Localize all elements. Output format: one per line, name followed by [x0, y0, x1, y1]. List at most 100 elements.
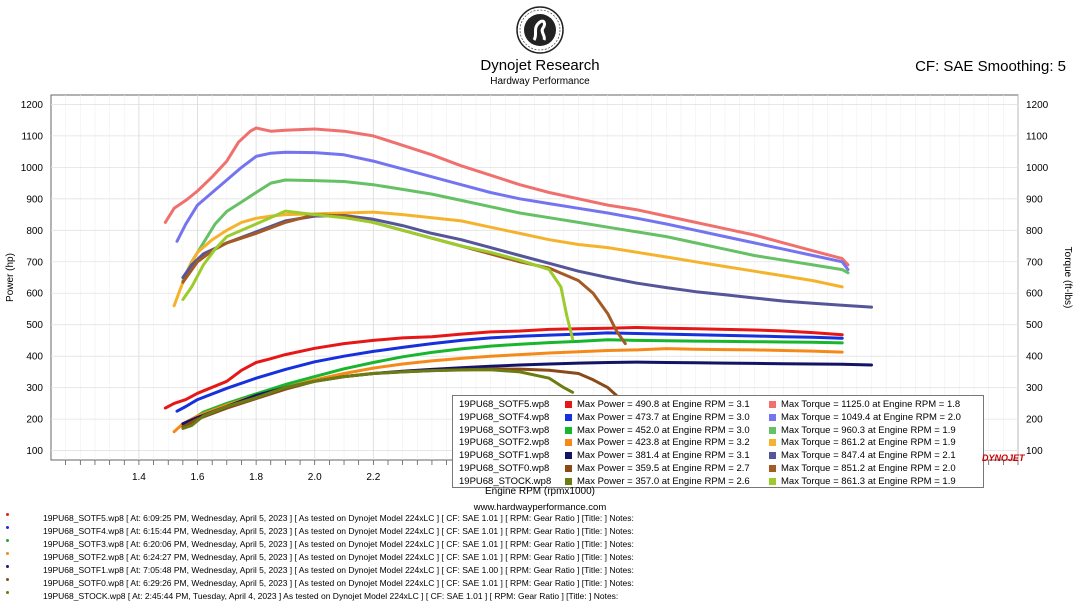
y-axis-label-right: Torque (ft-lbs): [1062, 247, 1073, 309]
y-tick-label-right: 600: [1026, 289, 1043, 300]
y-tick-label-left: 700: [26, 257, 43, 268]
legend-max-power: Max Power = 452.0 at Engine RPM = 3.0: [577, 424, 750, 436]
x-tick-label: 1.6: [191, 472, 205, 483]
x-axis-label: Engine RPM (rpmx1000): [484, 486, 596, 497]
y-tick-label-left: 500: [26, 320, 43, 331]
legend-series-name: 19PU68_SOTF1.wp8: [459, 450, 550, 462]
run-note-color-dot: [6, 526, 9, 529]
x-tick-label: 1.8: [249, 472, 263, 483]
y-tick-label-right: 1200: [1026, 100, 1049, 111]
run-note-text: 19PU68_SOTF4.wp8 [ At: 6:15:44 PM, Wedne…: [43, 526, 634, 536]
legend-power-swatch: [565, 401, 572, 408]
legend-power-swatch: [565, 477, 572, 485]
y-tick-label-right: 800: [1026, 226, 1043, 237]
y-tick-label-right: 1000: [1026, 163, 1049, 174]
legend-series-name: 19PU68_SOTF3.wp8: [459, 424, 550, 436]
x-tick-label: 2.2: [366, 472, 380, 483]
run-note-text: 19PU68_SOTF3.wp8 [ At: 6:20:06 PM, Wedne…: [43, 539, 634, 549]
legend-torque-swatch: [769, 426, 776, 434]
legend-torque-swatch: [769, 452, 776, 460]
cf-smoothing-info: CF: SAE Smoothing: 5: [915, 58, 1066, 75]
y-tick-label-left: 800: [26, 226, 43, 237]
run-note-text: 19PU68_STOCK.wp8 [ At: 2:45:44 PM, Tuesd…: [43, 591, 619, 601]
legend-power-swatch: [565, 465, 572, 472]
run-note-color-dot: [6, 552, 9, 555]
legend-row: 19PU68_SOTF4.wp8 Max Power = 473.7 at Eng…: [453, 411, 983, 424]
y-axis-label-left: Power (hp): [5, 253, 16, 302]
legend-torque-swatch: [769, 439, 776, 447]
legend-row: 19PU68_SOTF5.wp8 Max Power = 490.8 at Eng…: [453, 398, 983, 411]
legend-max-torque: Max Torque = 1125.0 at Engine RPM = 1.8: [781, 399, 961, 410]
x-tick-label: 1.4: [132, 472, 146, 483]
legend-max-torque: Max Torque = 861.2 at Engine RPM = 1.9: [781, 437, 956, 449]
run-note-text: 19PU68_SOTF0.wp8 [ At: 6:29:26 PM, Wedne…: [43, 578, 634, 588]
dynojet-brand-mark: DYNOJET: [982, 453, 1025, 463]
y-tick-label-left: 300: [26, 383, 43, 394]
torque-line-6: [181, 209, 575, 341]
legend-row: 19PU68_SOTF2.wp8 Max Power = 423.8 at Eng…: [453, 436, 983, 449]
legend-power-swatch: [565, 439, 572, 447]
y-tick-label-right: 700: [1026, 257, 1043, 268]
legend-row: 19PU68_SOTF0.wp8 Max Power = 359.5 at Eng…: [453, 462, 983, 475]
y-tick-label-left: 100: [26, 446, 43, 457]
legend-torque-swatch: [769, 401, 776, 408]
y-tick-label-left: 600: [26, 289, 43, 300]
power-line-6: [181, 368, 575, 430]
chart-title: Dynojet Research: [480, 57, 600, 74]
run-note-color-dot: [6, 565, 9, 568]
legend-row: 19PU68_SOTF1.wp8 Max Power = 381.4 at Eng…: [453, 449, 983, 462]
legend-max-power: Max Power = 473.7 at Engine RPM = 3.0: [577, 411, 750, 423]
run-note-color-dot: [6, 513, 9, 516]
y-tick-label-left: 1000: [21, 163, 44, 174]
power-line-0: [163, 326, 844, 410]
legend-series-name: 19PU68_STOCK.wp8: [459, 475, 552, 487]
legend-row: 19PU68_STOCK.wp8 Max Power = 357.0 at Eng…: [453, 475, 983, 488]
torque-line-0: [163, 126, 850, 267]
legend-max-torque: Max Torque = 1049.4 at Engine RPM = 2.0: [781, 411, 961, 423]
y-tick-label-right: 1100: [1026, 131, 1048, 142]
run-note-color-dot: [6, 539, 9, 542]
legend-power-swatch: [565, 413, 572, 421]
y-tick-label-right: 100: [1026, 446, 1043, 457]
run-note-text: 19PU68_SOTF2.wp8 [ At: 6:24:27 PM, Wedne…: [43, 552, 634, 562]
y-tick-label-right: 900: [1026, 194, 1043, 205]
y-tick-label-left: 200: [26, 415, 43, 426]
legend-series-name: 19PU68_SOTF0.wp8: [459, 463, 550, 474]
power-line-1: [175, 331, 844, 413]
run-note-color-dot: [6, 591, 9, 594]
legend-max-torque: Max Torque = 851.2 at Engine RPM = 2.0: [781, 463, 956, 474]
torque-line-1: [175, 150, 850, 272]
legend-torque-swatch: [769, 413, 776, 421]
chart-legend: 19PU68_SOTF5.wp8 Max Power = 490.8 at Eng…: [452, 395, 984, 488]
legend-torque-swatch: [769, 465, 776, 472]
x-tick-label: 2.0: [308, 472, 322, 483]
y-tick-label-left: 1200: [21, 100, 44, 111]
legend-max-torque: Max Torque = 960.3 at Engine RPM = 1.9: [781, 424, 956, 436]
legend-power-swatch: [565, 452, 572, 460]
performance-specialists-logo: [516, 6, 564, 54]
run-note-text: 19PU68_SOTF5.wp8 [ At: 6:09:25 PM, Wedne…: [43, 513, 634, 523]
legend-max-power: Max Power = 423.8 at Engine RPM = 3.2: [577, 437, 750, 449]
y-tick-label-left: 400: [26, 352, 43, 363]
run-note-color-dot: [6, 578, 9, 581]
legend-torque-swatch: [769, 477, 776, 485]
y-tick-label-right: 500: [1026, 320, 1043, 331]
y-tick-label-left: 900: [26, 194, 43, 205]
legend-series-name: 19PU68_SOTF2.wp8: [459, 437, 550, 449]
legend-max-torque: Max Torque = 847.4 at Engine RPM = 2.1: [781, 450, 956, 462]
legend-series-name: 19PU68_SOTF4.wp8: [459, 411, 550, 423]
legend-row: 19PU68_SOTF3.wp8 Max Power = 452.0 at Eng…: [453, 424, 983, 437]
legend-power-swatch: [565, 426, 572, 434]
chart-subtitle: Hardway Performance: [490, 76, 590, 87]
torque-line-3: [172, 210, 844, 308]
y-tick-label-right: 300: [1026, 383, 1043, 394]
legend-max-power: Max Power = 490.8 at Engine RPM = 3.1: [577, 399, 750, 410]
legend-max-power: Max Power = 359.5 at Engine RPM = 2.7: [577, 463, 750, 474]
run-note-text: 19PU68_SOTF1.wp8 [ At: 7:05:48 PM, Wedne…: [43, 565, 634, 575]
legend-max-power: Max Power = 357.0 at Engine RPM = 2.6: [577, 475, 750, 487]
legend-max-torque: Max Torque = 861.3 at Engine RPM = 1.9: [781, 475, 956, 487]
legend-max-power: Max Power = 381.4 at Engine RPM = 3.1: [577, 450, 750, 462]
torque-line-2: [181, 178, 850, 283]
y-tick-label-right: 400: [1026, 352, 1043, 363]
y-tick-label-left: 1100: [21, 131, 43, 142]
